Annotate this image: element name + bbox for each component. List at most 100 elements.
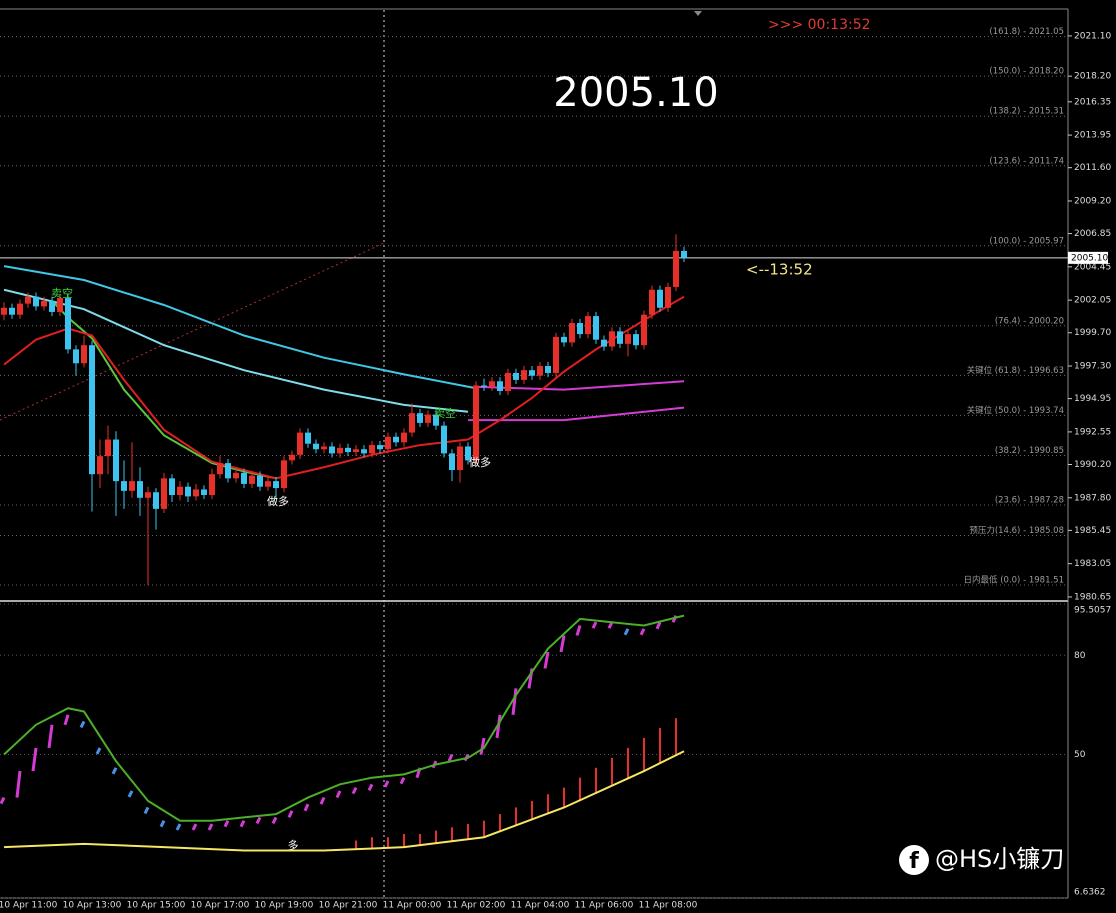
candle-body <box>497 381 503 391</box>
oscillator-bar <box>383 780 390 788</box>
candle-body <box>241 472 247 484</box>
watermark-icon <box>899 845 929 875</box>
fib-label: 日内最低 (0.0) - 1981.51 <box>964 575 1064 586</box>
candle-body <box>217 463 223 475</box>
y-tick-label: 1980.65 <box>1074 592 1111 602</box>
y-tick-label: 2002.05 <box>1074 296 1111 306</box>
oscillator-bar <box>95 747 102 755</box>
oscillator-bar <box>591 621 598 629</box>
current-price-label: 2005.10 <box>1071 253 1108 263</box>
oscillator-bar <box>127 790 134 798</box>
oscillator-bar <box>623 628 630 636</box>
candle-body <box>97 456 103 475</box>
candle-body <box>257 475 263 487</box>
oscillator-bar <box>47 724 54 749</box>
candle-body <box>401 432 407 443</box>
candle-body <box>521 370 527 380</box>
oscillator-bar <box>15 770 22 798</box>
candle-body <box>505 372 511 391</box>
x-tick-label: 10 Apr 11:00 <box>0 901 58 911</box>
candle-body <box>89 345 95 475</box>
x-tick-label: 10 Apr 13:00 <box>63 901 122 911</box>
shift-marker <box>694 11 702 16</box>
moving-average <box>3 288 469 413</box>
y-tick-label: 1994.95 <box>1074 394 1111 404</box>
slow-line <box>3 750 685 852</box>
fib-label: (100.0) - 2005.97 <box>989 236 1064 246</box>
signal-line <box>3 614 685 822</box>
countdown: >>> 00:13:52 <box>768 17 871 33</box>
fib-label: (138.2) - 2015.31 <box>989 107 1064 117</box>
candle-body <box>201 489 207 496</box>
candle-body <box>393 436 399 443</box>
candle-body <box>81 345 87 364</box>
timer-note: <--13:52 <box>746 261 813 279</box>
candle-body <box>633 334 639 346</box>
candle-body <box>425 414 431 423</box>
candle-body <box>449 453 455 471</box>
fib-label: 关键位 (61.8) - 1996.63 <box>967 365 1064 376</box>
x-tick-label: 11 Apr 08:00 <box>639 901 698 911</box>
candle-body <box>641 314 647 346</box>
signal-label: 多 <box>288 838 299 852</box>
candle-body <box>41 300 47 307</box>
fib-label: 预压力(14.6) - 1985.08 <box>969 525 1064 536</box>
candle-body <box>209 474 215 496</box>
candle-body <box>665 286 671 308</box>
candle-body <box>657 289 663 308</box>
x-tick-label: 10 Apr 17:00 <box>191 901 250 911</box>
candle-body <box>9 307 15 315</box>
oscillator-bar <box>399 777 406 785</box>
oscillator-bar <box>255 816 262 825</box>
fib-label: (150.0) - 2018.20 <box>989 67 1064 77</box>
y-tick-label: 1999.70 <box>1074 328 1111 338</box>
oscillator-bar <box>607 621 614 629</box>
candle-body <box>25 296 31 304</box>
candle-body <box>577 323 583 335</box>
oscillator-bar <box>495 714 502 739</box>
candle-body <box>649 289 655 315</box>
watermark-icon-letter: f <box>909 849 919 874</box>
x-tick-label: 11 Apr 04:00 <box>511 901 570 911</box>
signal-label: 卖空 <box>51 286 73 300</box>
y-tick-label: 1983.05 <box>1074 559 1111 569</box>
y-tick-label: 2018.20 <box>1074 72 1111 82</box>
x-tick-label: 10 Apr 21:00 <box>319 901 378 911</box>
oscillator-bar <box>655 621 662 630</box>
oscillator-bar <box>335 790 342 799</box>
candle-body <box>409 413 415 433</box>
indicator-tick-label: 95.5057 <box>1074 606 1111 616</box>
candle-body <box>673 250 679 287</box>
candle-body <box>601 339 607 347</box>
oscillator-bar <box>319 796 326 805</box>
candle-body <box>289 454 295 461</box>
candle-body <box>369 445 375 454</box>
oscillator-bar <box>271 816 278 825</box>
candle-body <box>297 432 303 455</box>
y-tick-label: 2021.10 <box>1074 31 1111 41</box>
fib-label: (161.8) - 2021.05 <box>989 27 1064 37</box>
indicator-tick-label: 80 <box>1074 651 1086 661</box>
candle-body <box>345 447 351 453</box>
price-title: 2005.10 <box>553 70 718 116</box>
fib-label: (23.6) - 1987.28 <box>995 495 1064 505</box>
indicator-tick-label: 50 <box>1074 750 1086 760</box>
fib-label: (76.4) - 2000.20 <box>995 316 1064 326</box>
candle-body <box>569 323 575 343</box>
candle-body <box>193 489 199 497</box>
candle-body <box>441 425 447 454</box>
oscillator-bar <box>447 753 454 762</box>
candle-body <box>153 492 159 509</box>
oscillator-bar <box>639 628 646 636</box>
candle-body <box>177 486 183 496</box>
fib-label: 关键位 (50.0) - 1993.74 <box>967 405 1064 416</box>
candle-body <box>337 447 343 454</box>
candle-body <box>265 481 271 487</box>
candle-body <box>553 336 559 373</box>
candle-body <box>377 445 383 450</box>
candle-body <box>73 349 79 364</box>
candle-body <box>513 372 519 380</box>
candle-body <box>465 446 471 461</box>
